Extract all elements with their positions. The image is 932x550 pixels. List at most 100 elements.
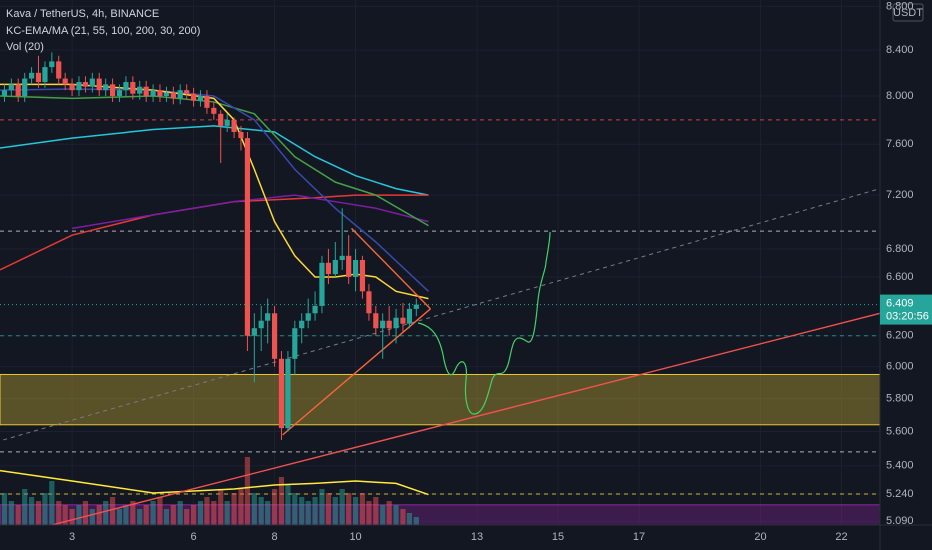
candle-body: [157, 90, 163, 97]
y-tick-label: 5.400: [886, 460, 914, 472]
volume-bar: [35, 501, 42, 525]
candle-body: [244, 138, 251, 336]
volume-bar: [22, 489, 28, 525]
candle-body: [406, 308, 413, 324]
y-tick-label: 5.090: [886, 515, 914, 527]
candle-body: [218, 113, 224, 126]
candle-body: [400, 317, 406, 324]
volume-bar: [400, 509, 406, 525]
volume-bar: [359, 493, 366, 525]
y-tick-label: 8.800: [886, 0, 914, 12]
candle-body: [339, 255, 345, 261]
last-price-label: 6.409: [886, 297, 914, 309]
candle-body: [163, 92, 170, 97]
volume-bar: [190, 505, 197, 525]
y-tick-label: 6.200: [886, 330, 914, 342]
indicator-label[interactable]: Vol (20): [6, 41, 44, 53]
candle-body: [170, 92, 176, 99]
candle-body: [76, 82, 82, 91]
volume-bar: [413, 517, 419, 525]
volume-bar: [224, 501, 230, 525]
indicator-line: [0, 83, 429, 300]
volume-bar: [49, 481, 55, 525]
x-tick-label: 17: [633, 531, 645, 543]
currency-box[interactable]: [892, 3, 924, 22]
countdown-label: 03:20:56: [886, 310, 929, 322]
volume-bar: [69, 509, 75, 525]
volume-bar: [265, 501, 271, 525]
volume-bar: [271, 489, 278, 525]
volume-bar: [406, 513, 413, 525]
candle-body: [305, 313, 311, 321]
currency-label[interactable]: USDT: [893, 7, 923, 19]
zone: [0, 373, 881, 426]
trendline: [282, 308, 431, 436]
y-tick-label: 6.600: [886, 271, 914, 283]
volume-bar: [116, 509, 123, 525]
candle-body: [285, 358, 291, 429]
candle-body: [325, 262, 332, 275]
candle-body: [103, 84, 109, 91]
candle-body: [190, 93, 197, 101]
y-tick-label: 8.400: [886, 44, 914, 56]
volume-bar: [184, 509, 190, 525]
x-tick-label: 13: [471, 531, 483, 543]
volume-bar: [56, 501, 62, 525]
candle-body: [123, 82, 129, 91]
volume-bar: [258, 497, 264, 525]
volume-bar: [319, 489, 325, 525]
volume-bar: [163, 509, 170, 525]
volume-bar: [103, 501, 109, 525]
y-tick-label: 5.800: [886, 392, 914, 404]
volume-bar: [386, 501, 392, 525]
trendline: [51, 312, 881, 526]
candle-body: [299, 320, 305, 329]
y-tick-label: 7.600: [886, 138, 914, 150]
projection-drawing: [417, 231, 551, 415]
candle-body: [251, 328, 257, 336]
volume-bar: [339, 489, 345, 525]
volume-bar: [366, 501, 372, 525]
candle-body: [278, 358, 285, 429]
volume-bar: [137, 509, 143, 525]
indicator-line: [71, 194, 429, 230]
candle-body: [413, 304, 419, 309]
candle-body: [184, 90, 190, 94]
y-tick-label: 6.800: [886, 243, 914, 255]
candle-body: [56, 61, 62, 79]
volume-bar: [96, 505, 102, 525]
y-tick-label: 6.000: [886, 361, 914, 373]
x-tick-label: 15: [552, 531, 564, 543]
candle-body: [332, 260, 338, 275]
indicator-line: [0, 95, 429, 227]
last-price-box: [880, 294, 932, 325]
volume-bar: [76, 505, 82, 525]
volume-ma: [0, 469, 429, 496]
candle-body: [130, 82, 136, 94]
volume-bar: [251, 493, 257, 525]
volume-bar: [380, 505, 386, 525]
candle-body: [319, 262, 325, 306]
candle-body: [366, 291, 372, 314]
candle-body: [238, 131, 244, 139]
volume-bar: [352, 497, 359, 525]
volume-bar: [332, 497, 338, 525]
candle-body: [89, 78, 95, 87]
volume-bar: [62, 505, 68, 525]
candle-body: [373, 313, 379, 329]
candle-body: [393, 317, 399, 329]
volume-bar: [238, 489, 244, 525]
indicator-label[interactable]: KC-EMA/MA (21, 55, 100, 200, 30, 200): [6, 25, 200, 37]
candle-body: [177, 90, 183, 99]
volume-bar: [285, 485, 291, 525]
volume-bar: [1, 493, 8, 525]
volume-bar: [143, 505, 149, 525]
candle-body: [380, 320, 386, 329]
volume-bar: [82, 501, 89, 525]
volume-bar: [150, 501, 156, 525]
candle-body: [35, 72, 42, 83]
volume-bar: [211, 501, 217, 525]
candle-body: [143, 86, 149, 97]
volume-bar: [197, 501, 204, 525]
